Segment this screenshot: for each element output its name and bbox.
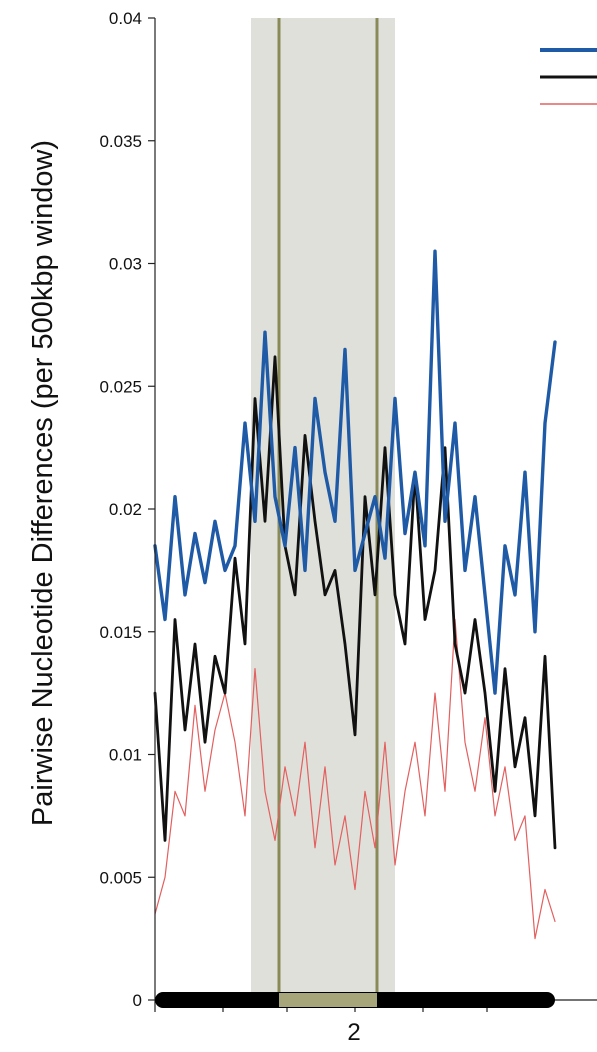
series-line-1 xyxy=(153,355,557,850)
y-tick-label-0: 0 xyxy=(133,991,142,1010)
legend xyxy=(540,48,597,105)
y-tick-label-1: 0.005 xyxy=(99,868,142,887)
x-category-label: 2 xyxy=(347,1019,360,1046)
series-layer xyxy=(153,249,557,940)
series-line-2 xyxy=(154,618,556,940)
y-tick-label-3: 0.015 xyxy=(99,623,142,642)
y-axis-title: Pairwise Nucleotide Differences (per 500… xyxy=(27,140,59,826)
y-ticks-layer: 0 0.005 0.01 0.015 0.02 0.025 0.03 0.035 0.04 xyxy=(99,9,155,1010)
y-tick-label-2: 0.01 xyxy=(109,746,142,765)
y-tick-label-5: 0.025 xyxy=(99,377,142,396)
y-tick-label-8: 0.04 xyxy=(109,9,142,28)
chromosome-bar-layer xyxy=(155,992,555,1008)
centromere-segment xyxy=(279,993,377,1007)
y-tick-label-6: 0.03 xyxy=(109,255,142,274)
y-tick-label-7: 0.035 xyxy=(99,132,142,151)
series-line-0 xyxy=(153,249,557,695)
y-tick-label-4: 0.02 xyxy=(109,500,142,519)
